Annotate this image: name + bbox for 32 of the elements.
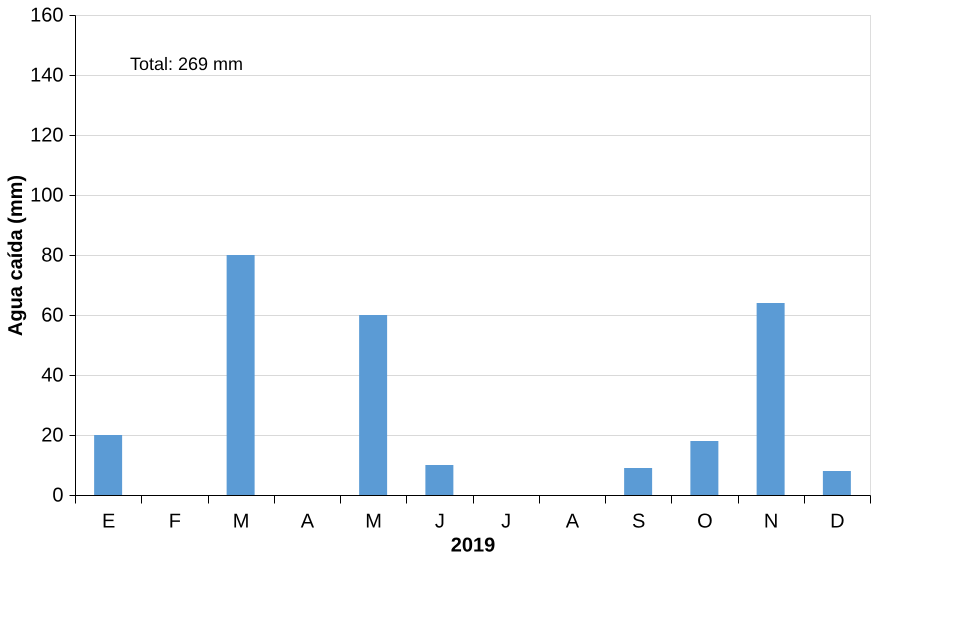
y-tick-label: 160 (30, 4, 64, 26)
y-tick-label: 60 (41, 304, 64, 326)
bar (359, 315, 388, 495)
x-tick-label: J (434, 510, 445, 532)
bar (425, 465, 454, 495)
x-tick-label: O (697, 510, 713, 532)
x-axis-title: 2019 (450, 534, 496, 556)
x-tick-label: A (300, 510, 315, 532)
x-tick-label: S (632, 510, 646, 532)
y-tick-label: 140 (30, 64, 64, 86)
annotation: Total: 269 mm (130, 54, 244, 74)
bar (690, 441, 718, 495)
x-tick-label: F (168, 510, 181, 532)
x-tick-label: J (501, 510, 512, 532)
x-tick-label: E (102, 510, 116, 532)
x-tick-label: A (566, 510, 580, 532)
bar (624, 468, 652, 495)
x-tick-label: D (830, 510, 845, 532)
bar (822, 471, 851, 495)
y-tick-label: 20 (41, 424, 64, 446)
y-tick-label: 120 (30, 124, 64, 146)
x-tick-label: N (764, 510, 778, 532)
y-tick-label: 80 (41, 244, 64, 266)
bar (756, 303, 785, 495)
y-tick-label: 100 (30, 184, 64, 206)
y-tick-label: 40 (41, 364, 64, 386)
y-tick-label: 0 (52, 484, 64, 506)
y-axis-title: Agua caída (mm) (5, 174, 28, 336)
x-tick-label: M (232, 510, 250, 532)
bar (94, 435, 122, 495)
x-tick-label: M (365, 510, 382, 532)
bar (226, 255, 255, 495)
